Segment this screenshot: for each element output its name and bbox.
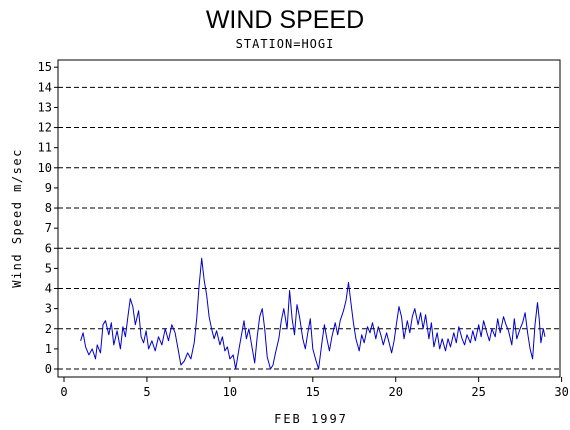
y-tick-label: 2 bbox=[45, 322, 52, 336]
y-tick-label: 4 bbox=[45, 282, 52, 296]
y-tick-label: 14 bbox=[38, 80, 52, 94]
x-axis-label: FEB 1997 bbox=[274, 412, 348, 426]
y-axis-label: Wind Speed m/sec bbox=[10, 148, 24, 288]
y-tick-label: 15 bbox=[38, 60, 52, 74]
y-tick-label: 10 bbox=[38, 161, 52, 175]
chart-subtitle: STATION=HOGI bbox=[235, 37, 335, 51]
y-tick-label: 11 bbox=[38, 141, 52, 155]
y-tick-label: 7 bbox=[45, 221, 52, 235]
series-line-0 bbox=[80, 257, 546, 370]
y-tick-label: 0 bbox=[45, 362, 52, 376]
y-tick-label: 3 bbox=[45, 302, 52, 316]
x-tick-label: 30 bbox=[554, 385, 568, 399]
y-tick-label: 12 bbox=[38, 121, 52, 135]
y-tick-label: 13 bbox=[38, 100, 52, 114]
plot-frame bbox=[57, 59, 561, 378]
x-tick-label: 25 bbox=[471, 385, 485, 399]
x-tick-label: 0 bbox=[60, 385, 67, 399]
x-tick-label: 5 bbox=[143, 385, 150, 399]
x-tick-label: 15 bbox=[306, 385, 320, 399]
y-tick-label: 5 bbox=[45, 261, 52, 275]
x-tick-label: 10 bbox=[223, 385, 237, 399]
x-tick-label: 20 bbox=[388, 385, 402, 399]
y-tick-label: 9 bbox=[45, 181, 52, 195]
chart-title: WIND SPEED bbox=[205, 6, 365, 34]
y-tick-label: 6 bbox=[45, 241, 52, 255]
y-tick-label: 1 bbox=[45, 342, 52, 356]
series-layer bbox=[80, 257, 546, 370]
y-tick-label: 8 bbox=[45, 201, 52, 215]
